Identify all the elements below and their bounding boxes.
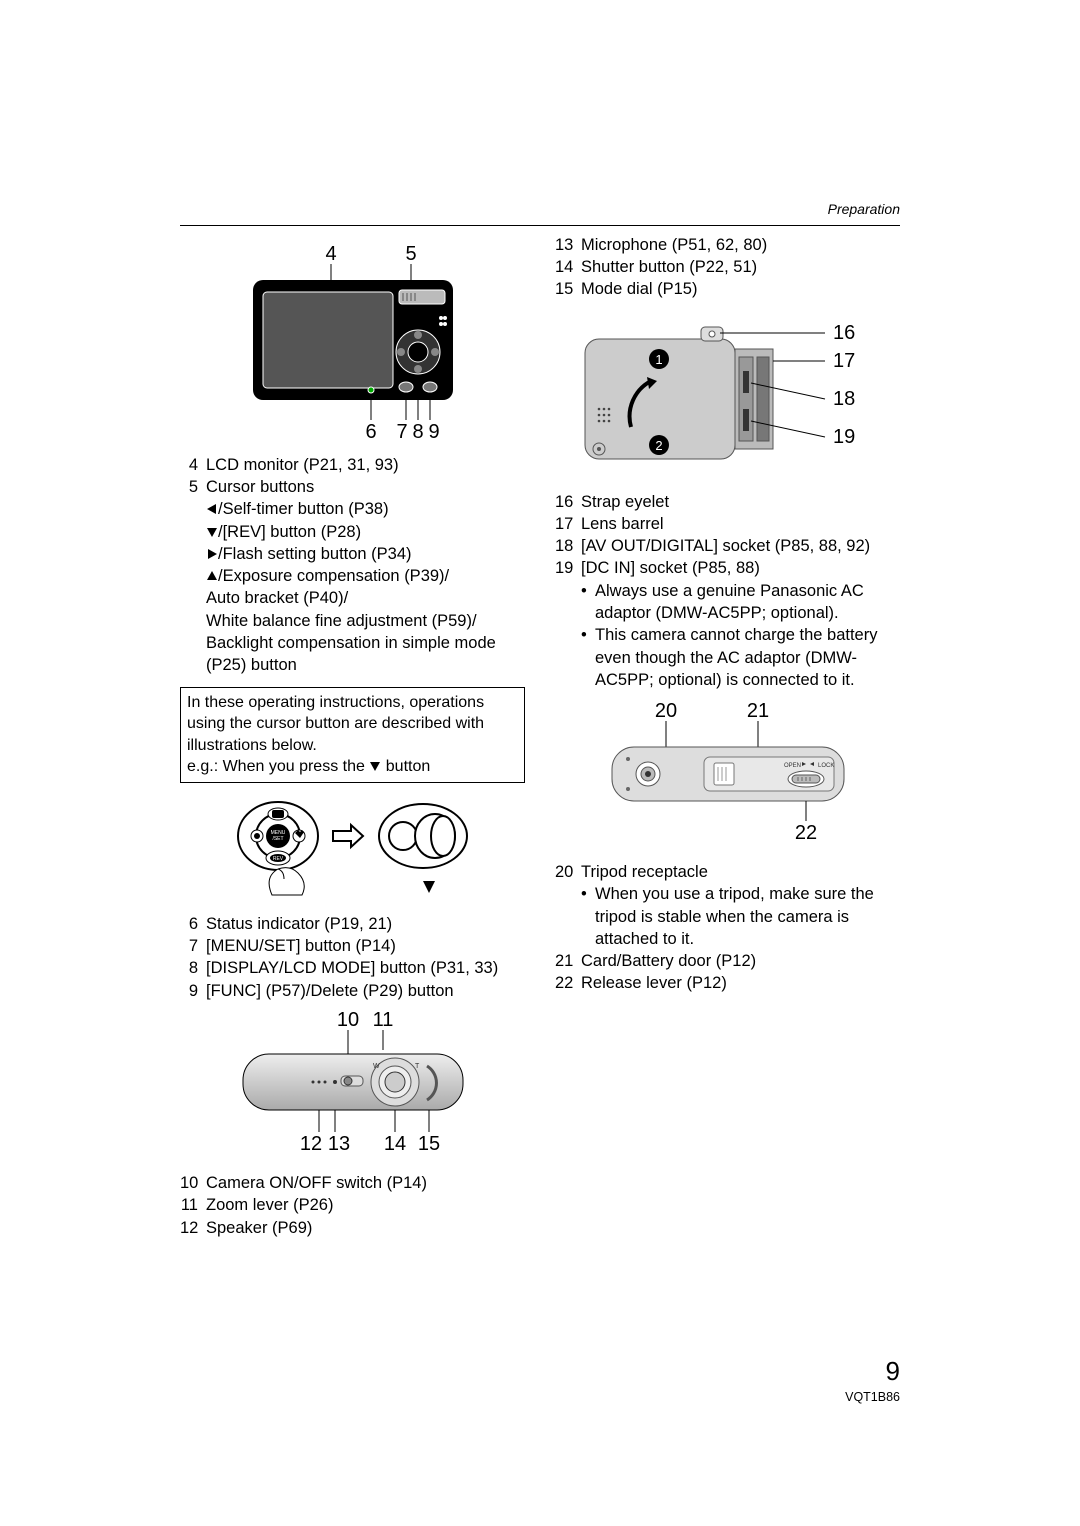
left-column: 4 5: [180, 234, 525, 1239]
svg-text:/SET: /SET: [272, 836, 283, 842]
camera-back-diagram: 4 5: [180, 242, 525, 442]
svg-text:15: 15: [417, 1133, 439, 1155]
svg-text:20: 20: [654, 700, 676, 722]
list-block-r3: 20Tripod receptacle •When you use a trip…: [555, 861, 900, 995]
document-code: VQT1B86: [845, 1389, 900, 1406]
svg-text:21: 21: [746, 700, 768, 722]
left-triangle-icon: [206, 503, 218, 515]
two-column-layout: 4 5: [180, 234, 900, 1239]
svg-text:19: 19: [833, 426, 855, 448]
svg-text:8: 8: [412, 421, 423, 442]
page-number: 9: [845, 1354, 900, 1389]
page-root: Preparation 4 5: [180, 200, 900, 1406]
cursor-illustration: MENU /SET REV: [180, 791, 525, 901]
svg-text:9: 9: [428, 421, 439, 442]
cursor-sub-1: /Self-timer button (P38): [180, 498, 525, 520]
svg-text:4: 4: [325, 243, 336, 265]
right-triangle-icon: [206, 548, 218, 560]
list-block-1: 4LCD monitor (P21, 31, 93) 5Cursor butto…: [180, 454, 525, 677]
svg-text:OPEN: OPEN: [784, 763, 801, 769]
camera-top-diagram: 10 11: [180, 1010, 525, 1160]
svg-text:T: T: [415, 1063, 420, 1070]
list-block-r1: 13Microphone (P51, 62, 80) 14Shutter but…: [555, 234, 900, 301]
svg-text:6: 6: [365, 421, 376, 442]
right-column: 13Microphone (P51, 62, 80) 14Shutter but…: [555, 234, 900, 1239]
down-triangle-icon: [206, 526, 218, 538]
list-block-r2: 16Strap eyelet 17Lens barrel 18[AV OUT/D…: [555, 491, 900, 691]
svg-text:10: 10: [336, 1010, 358, 1031]
svg-text:2: 2: [655, 438, 662, 453]
svg-text:7: 7: [396, 421, 407, 442]
list-block-3: 10Camera ON/OFF switch (P14) 11Zoom leve…: [180, 1172, 525, 1239]
header-rule: [180, 225, 900, 226]
svg-text:16: 16: [833, 322, 855, 344]
svg-text:17: 17: [833, 350, 855, 372]
svg-text:13: 13: [327, 1133, 349, 1155]
svg-text:22: 22: [794, 822, 816, 844]
svg-text:5: 5: [405, 243, 416, 265]
up-triangle-icon: [206, 570, 218, 582]
svg-text:W: W: [373, 1063, 380, 1070]
svg-text:LOCK: LOCK: [818, 763, 834, 769]
svg-text:12: 12: [299, 1133, 321, 1155]
svg-text:REV: REV: [272, 856, 283, 862]
page-footer: 9 VQT1B86: [845, 1354, 900, 1406]
list-block-2: 6Status indicator (P19, 21) 7[MENU/SET] …: [180, 913, 525, 1002]
cursor-info-box: In these operating instructions, operati…: [180, 687, 525, 783]
svg-text:1: 1: [655, 352, 662, 367]
down-triangle-icon: [369, 760, 381, 772]
svg-text:11: 11: [372, 1010, 393, 1031]
camera-side-diagram: 1 2: [555, 309, 900, 479]
camera-bottom-diagram: 20 21 OPEN: [555, 699, 900, 849]
svg-text:14: 14: [383, 1133, 405, 1155]
svg-text:18: 18: [833, 388, 855, 410]
section-header: Preparation: [180, 200, 900, 219]
